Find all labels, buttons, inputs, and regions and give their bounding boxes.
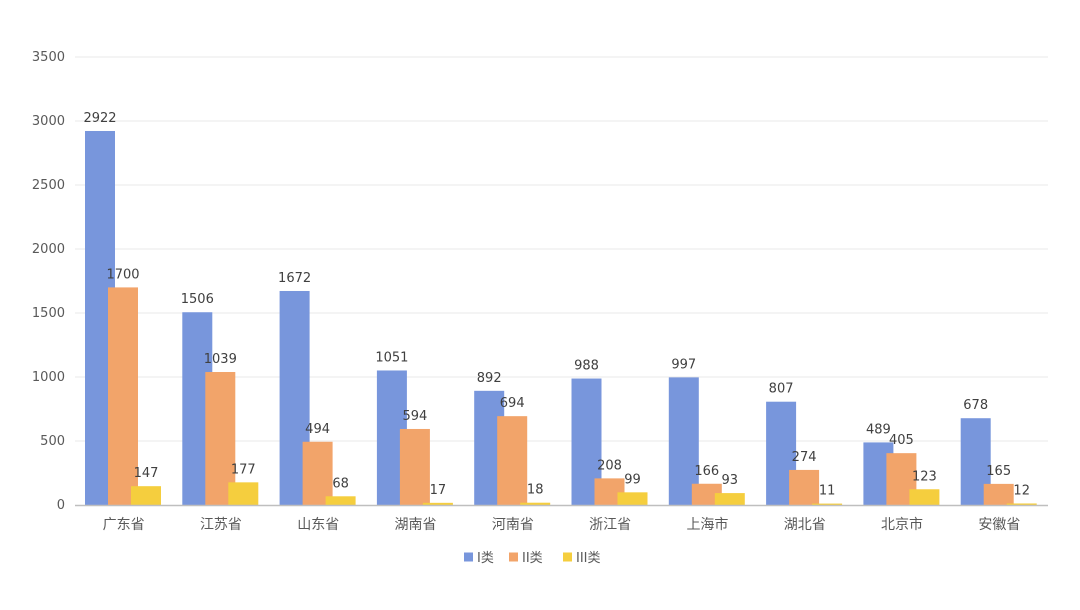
x-axis: 广东省 江苏省 山东省 湖南省 河南省 浙江省 上海市 湖北省 北京市 安徽省 — [75, 504, 1048, 533]
data-label: 99 — [624, 472, 641, 487]
data-label: 2922 — [83, 111, 116, 126]
data-label: 274 — [792, 450, 817, 465]
data-label: 166 — [694, 464, 719, 479]
bar — [399, 428, 430, 505]
data-label: 1051 — [375, 350, 408, 365]
data-label: 892 — [477, 371, 502, 386]
bar — [302, 441, 333, 505]
bar — [108, 287, 138, 505]
data-label: 208 — [597, 458, 622, 473]
data-label: 405 — [889, 433, 914, 448]
bar — [1006, 503, 1037, 505]
x-tick-label: 山东省 — [297, 517, 339, 533]
data-label: 594 — [402, 409, 427, 424]
data-label: 17 — [430, 483, 447, 498]
bars — [85, 130, 1037, 505]
y-tick-label: 3000 — [32, 114, 65, 129]
data-labels: 2922 1700 147 1506 1039 177 1672 494 68 1051 594 17… — [83, 111, 1030, 499]
legend-label: I类 — [477, 551, 494, 566]
data-label: 93 — [722, 473, 739, 488]
data-label: 678 — [963, 398, 988, 413]
legend-label: II类 — [522, 551, 543, 566]
data-label: 997 — [671, 357, 696, 372]
bar — [325, 496, 356, 505]
x-tick-label: 河南省 — [492, 517, 534, 533]
y-tick-label: 2500 — [32, 178, 65, 193]
legend-swatch — [563, 552, 572, 562]
bar — [983, 483, 1014, 505]
x-tick-label: 浙江省 — [589, 517, 631, 533]
legend-label: III类 — [576, 551, 601, 566]
bar — [909, 489, 940, 505]
data-label: 18 — [527, 483, 544, 498]
data-label: 494 — [305, 422, 330, 437]
data-label: 165 — [986, 464, 1011, 479]
bar — [228, 482, 259, 505]
x-tick-label: 上海市 — [686, 516, 728, 533]
gridlines — [75, 56, 1048, 442]
bar — [497, 416, 528, 505]
data-label: 1039 — [204, 352, 237, 367]
x-tick-label: 江苏省 — [200, 517, 242, 533]
legend: I类 II类 III类 — [464, 551, 601, 566]
data-label: 1672 — [278, 271, 311, 286]
bar — [131, 486, 161, 505]
x-tick-label: 湖南省 — [395, 517, 437, 533]
bar — [812, 503, 843, 505]
legend-swatch — [509, 552, 518, 562]
data-label: 489 — [866, 422, 891, 437]
data-label: 177 — [231, 462, 256, 477]
x-tick-label: 广东省 — [103, 517, 145, 533]
bar — [789, 469, 820, 505]
data-label: 1506 — [181, 292, 214, 307]
y-tick-label: 3500 — [32, 50, 65, 65]
y-tick-label: 0 — [57, 498, 65, 513]
bar — [617, 492, 648, 505]
data-label: 988 — [574, 359, 599, 374]
legend-swatch — [464, 552, 473, 562]
y-tick-label: 2000 — [32, 242, 65, 257]
data-label: 147 — [134, 466, 159, 481]
bar — [422, 502, 453, 505]
data-label: 11 — [819, 484, 836, 499]
data-label: 123 — [912, 469, 937, 484]
bar — [520, 502, 551, 505]
data-label: 12 — [1013, 483, 1030, 498]
x-tick-label: 北京市 — [881, 516, 923, 533]
y-tick-label: 1000 — [32, 370, 65, 385]
data-label: 68 — [332, 476, 349, 491]
y-axis: 0 500 1000 1500 2000 2500 3000 3500 — [32, 50, 65, 513]
bar — [691, 483, 722, 505]
data-label: 807 — [769, 382, 794, 397]
data-label: 694 — [500, 396, 525, 411]
bar — [668, 377, 699, 505]
x-tick-label: 安徽省 — [978, 517, 1020, 533]
y-tick-label: 500 — [40, 434, 65, 449]
bar — [714, 493, 745, 505]
x-tick-label: 湖北省 — [784, 517, 826, 533]
y-tick-label: 1500 — [32, 306, 65, 321]
data-label: 1700 — [106, 267, 139, 282]
